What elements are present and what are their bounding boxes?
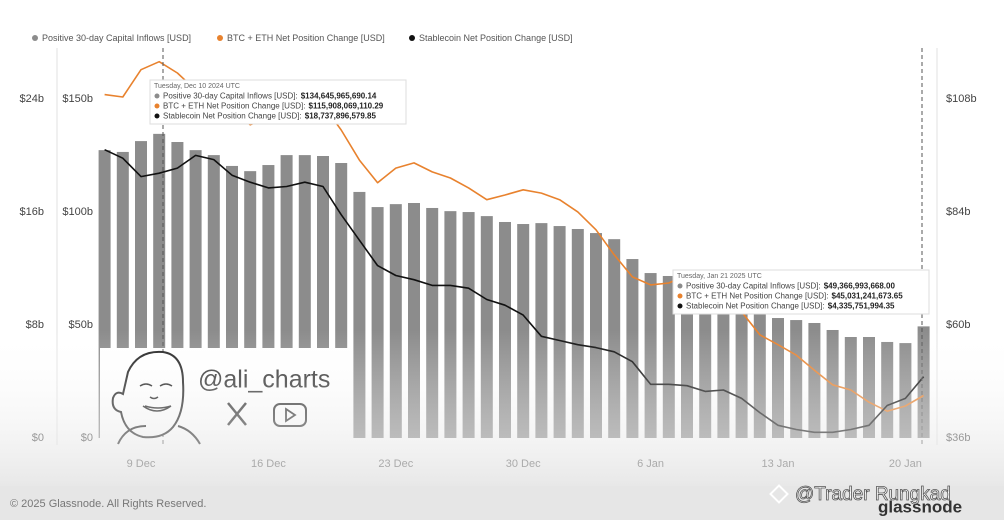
tooltip-row: Stablecoin Net Position Change [USD]:$4,…	[686, 302, 895, 311]
y-tick-label: $108b	[946, 93, 977, 105]
legend-dot	[217, 35, 223, 41]
tooltip-dot	[155, 114, 160, 119]
tooltip-dot	[678, 294, 683, 299]
bar	[390, 204, 402, 438]
credit: @Trader Rungkad	[795, 484, 951, 505]
bar	[845, 337, 857, 438]
y-tick-label: $150b	[62, 93, 93, 105]
bar	[899, 343, 911, 438]
bar	[626, 259, 638, 438]
tooltip-label: Positive 30-day Capital Inflows [USD]:	[686, 282, 821, 291]
y-tick-label: $50b	[69, 319, 93, 331]
tooltip-row: Positive 30-day Capital Inflows [USD]:$1…	[163, 92, 377, 101]
bar	[736, 300, 748, 438]
bar	[790, 320, 802, 438]
x-tick-label: 16 Dec	[251, 458, 286, 470]
x-tick-label: 6 Jan	[637, 458, 664, 470]
tooltip-row: Positive 30-day Capital Inflows [USD]:$4…	[686, 282, 895, 291]
bar	[499, 222, 511, 438]
bar	[590, 233, 602, 438]
legend-label: Stablecoin Net Position Change [USD]	[419, 33, 573, 43]
tooltip-value: $49,366,993,668.00	[824, 282, 896, 291]
bar	[372, 207, 384, 438]
x-tick-label: 20 Jan	[889, 458, 922, 470]
tooltip-value: $4,335,751,994.35	[828, 302, 895, 311]
legend-label: BTC + ETH Net Position Change [USD]	[227, 33, 385, 43]
tooltip-value: $45,031,241,673.65	[832, 292, 904, 301]
tooltip-dot	[155, 94, 160, 99]
y-tick-label: $84b	[946, 206, 970, 218]
tooltip-label: BTC + ETH Net Position Change [USD]:	[163, 102, 306, 111]
bar	[353, 192, 365, 438]
bar	[608, 239, 620, 438]
x-tick-label: 9 Dec	[127, 458, 156, 470]
y-tick-label: $24b	[20, 93, 44, 105]
bar	[808, 323, 820, 438]
tooltip-value: $18,737,896,579.85	[305, 112, 377, 121]
bar	[572, 229, 584, 438]
watermark-handle: @ali_charts	[198, 366, 330, 394]
y-tick-label: $100b	[62, 206, 93, 218]
x-tick-label: 23 Dec	[378, 458, 413, 470]
bar	[772, 318, 784, 438]
legend-label: Positive 30-day Capital Inflows [USD]	[42, 33, 191, 43]
y-tick-label: $16b	[20, 206, 44, 218]
tooltip-label: Positive 30-day Capital Inflows [USD]:	[163, 92, 298, 101]
tooltip-row: BTC + ETH Net Position Change [USD]:$115…	[163, 102, 384, 111]
legend-dot	[409, 35, 415, 41]
tooltip-label: Stablecoin Net Position Change [USD]:	[163, 112, 302, 121]
tooltip-title: Tuesday, Jan 21 2025 UTC	[677, 273, 762, 280]
y-tick-label: $0	[81, 432, 93, 444]
y-tick-label: $60b	[946, 319, 970, 331]
y-tick-label: $0	[32, 432, 44, 444]
tooltip-dot	[155, 104, 160, 109]
tooltip-dot	[678, 284, 683, 289]
x-tick-label: 30 Dec	[506, 458, 541, 470]
bar	[517, 224, 529, 438]
bar	[463, 212, 475, 438]
bar	[426, 208, 438, 438]
tooltip-label: BTC + ETH Net Position Change [USD]:	[686, 292, 829, 301]
bar	[481, 216, 493, 438]
y-tick-label: $8b	[26, 319, 44, 331]
copyright: © 2025 Glassnode. All Rights Reserved.	[10, 498, 206, 510]
bar	[444, 211, 456, 438]
tooltip-row: BTC + ETH Net Position Change [USD]:$45,…	[686, 292, 903, 301]
bar	[554, 226, 566, 438]
tooltip-row: Stablecoin Net Position Change [USD]:$18…	[163, 112, 376, 121]
bar	[754, 308, 766, 438]
tooltip-label: Stablecoin Net Position Change [USD]:	[686, 302, 825, 311]
bar	[408, 203, 420, 438]
tooltip-value: $134,645,965,690.14	[301, 92, 377, 101]
tooltip-title: Tuesday, Dec 10 2024 UTC	[154, 83, 240, 90]
y-tick-label: $36b	[946, 432, 970, 444]
legend-dot	[32, 35, 38, 41]
bar	[881, 342, 893, 438]
bar	[863, 337, 875, 438]
tooltip-value: $115,908,069,110.29	[309, 102, 384, 111]
x-tick-label: 13 Jan	[761, 458, 794, 470]
bar	[645, 273, 657, 438]
tooltip-dot	[678, 304, 683, 309]
